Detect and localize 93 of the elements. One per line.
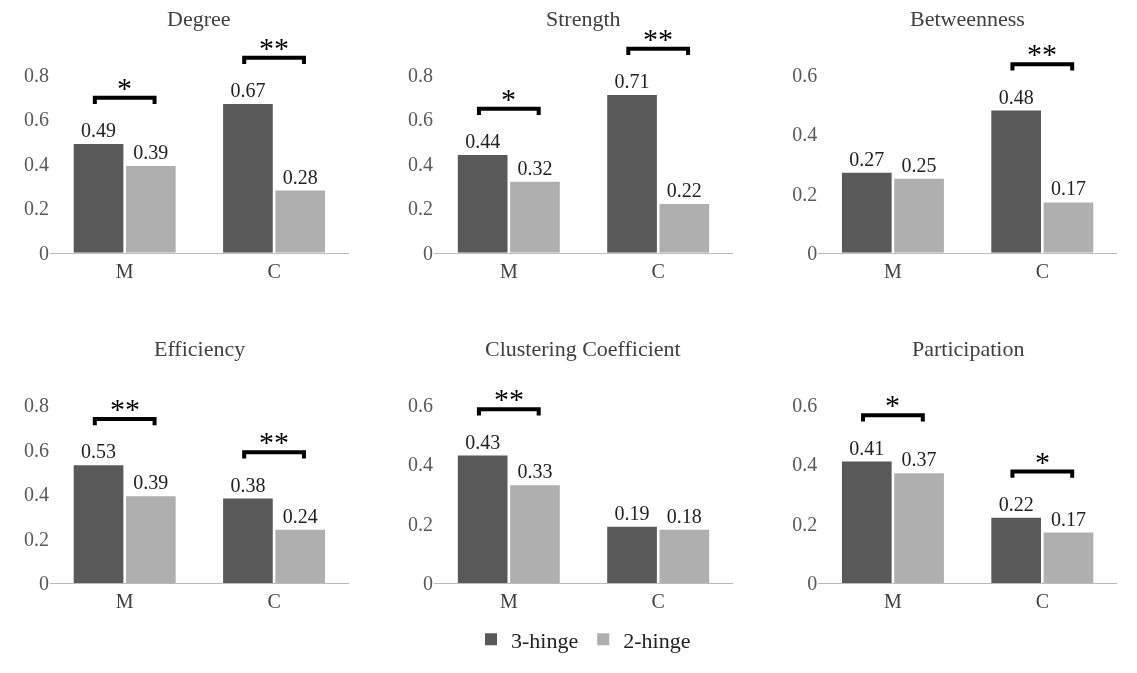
- bar: [607, 526, 657, 583]
- y-tick-label: 0.2: [24, 197, 49, 220]
- y-tick-label: 0.4: [792, 453, 818, 476]
- bar: [73, 465, 124, 583]
- y-tick-label: 0.8: [24, 64, 49, 86]
- y-tick-label: 0.6: [408, 108, 434, 131]
- chart-title: Clustering Coefficient: [485, 336, 681, 361]
- chart-title: Strength: [546, 6, 621, 31]
- bar: [991, 517, 1041, 583]
- data-label: 0.28: [282, 165, 318, 188]
- y-tick-label: 0.4: [24, 483, 49, 506]
- y-tick-label: 0.6: [24, 438, 49, 461]
- annotation: *: [1035, 445, 1050, 478]
- x-tick-label: C: [1035, 590, 1049, 612]
- annotation: **: [494, 382, 524, 415]
- chart-title: Participation: [912, 336, 1025, 361]
- bar: [223, 498, 273, 583]
- data-label: 0.43: [465, 430, 501, 453]
- data-label: 0.67: [230, 78, 266, 101]
- y-tick-label: 0.4: [24, 152, 49, 175]
- data-label: 0.25: [901, 153, 937, 176]
- y-tick-label: 0.8: [408, 64, 434, 86]
- x-tick-label: M: [884, 259, 903, 282]
- bar: [841, 172, 892, 253]
- y-tick-label: 0.6: [408, 394, 434, 417]
- x-tick-label: M: [499, 590, 518, 612]
- y-tick-label: 0.2: [408, 197, 434, 220]
- y-tick-label: 0.6: [792, 394, 818, 417]
- y-tick-label: 0.2: [792, 512, 818, 535]
- data-label: 0.71: [614, 70, 650, 92]
- chart-title: Degree: [167, 6, 231, 31]
- annotation: *: [885, 388, 900, 421]
- x-tick-label: M: [115, 259, 134, 282]
- x-tick-label: C: [651, 590, 665, 612]
- chart-title: Efficiency: [154, 336, 246, 361]
- y-tick-label: 0.6: [792, 64, 818, 86]
- bar: [457, 455, 508, 583]
- y-tick-label: 0: [807, 241, 818, 264]
- y-tick-label: 0.8: [24, 394, 49, 417]
- y-tick-label: 0.6: [24, 108, 49, 131]
- data-label: 0.22: [666, 178, 702, 201]
- text: **: [259, 31, 289, 64]
- y-tick-label: 0.4: [408, 453, 434, 476]
- y-tick-label: 0.2: [24, 527, 49, 550]
- data-label: 0.53: [81, 440, 117, 463]
- annotation: **: [259, 425, 289, 458]
- data-label: 0.19: [614, 501, 650, 524]
- data-label: 0.18: [666, 504, 702, 527]
- data-label: 0.39: [133, 471, 169, 494]
- x-tick-label: M: [884, 590, 903, 612]
- y-tick-label: 0: [39, 572, 49, 594]
- y-tick-label: 0.4: [408, 152, 434, 175]
- bar: [607, 95, 657, 253]
- data-label: 0.38: [230, 473, 266, 496]
- bar: [457, 155, 508, 253]
- legend-label: 2-hinge: [623, 627, 691, 653]
- text: **: [1027, 37, 1057, 70]
- data-label: 0.24: [282, 504, 318, 527]
- data-label: 0.33: [517, 460, 553, 483]
- data-label: 0.17: [1050, 177, 1086, 200]
- bar: [73, 143, 124, 253]
- y-tick-label: 0.2: [408, 512, 434, 535]
- y-tick-label: 0: [423, 241, 434, 264]
- y-tick-label: 0: [423, 572, 434, 594]
- bar: [841, 461, 892, 583]
- data-label: 0.22: [998, 492, 1034, 515]
- bar: [991, 110, 1041, 253]
- annotation: *: [501, 82, 516, 115]
- y-tick-label: 0.2: [792, 182, 818, 205]
- y-tick-label: 0: [807, 572, 818, 594]
- data-label: 0.39: [133, 141, 169, 164]
- text: **: [643, 22, 673, 55]
- data-label: 0.17: [1050, 507, 1086, 530]
- data-label: 0.48: [998, 85, 1034, 108]
- legend-label: 3-hinge: [511, 627, 579, 653]
- y-tick-label: 0.4: [792, 123, 818, 146]
- chart-title: Betweenness: [910, 6, 1025, 31]
- x-tick-label: M: [499, 259, 518, 282]
- y-tick-label: 0: [39, 241, 49, 264]
- bar: [223, 103, 273, 253]
- x-tick-label: C: [267, 259, 281, 282]
- data-label: 0.44: [465, 130, 501, 153]
- x-tick-label: C: [651, 259, 665, 282]
- annotation: **: [110, 392, 140, 425]
- data-label: 0.27: [849, 147, 885, 170]
- data-label: 0.37: [901, 448, 937, 471]
- annotation: *: [117, 71, 132, 104]
- data-label: 0.32: [517, 156, 553, 179]
- x-tick-label: M: [115, 590, 134, 612]
- data-label: 0.49: [81, 118, 117, 141]
- x-tick-label: C: [1035, 259, 1049, 282]
- x-tick-label: C: [267, 590, 281, 612]
- data-label: 0.41: [849, 436, 885, 459]
